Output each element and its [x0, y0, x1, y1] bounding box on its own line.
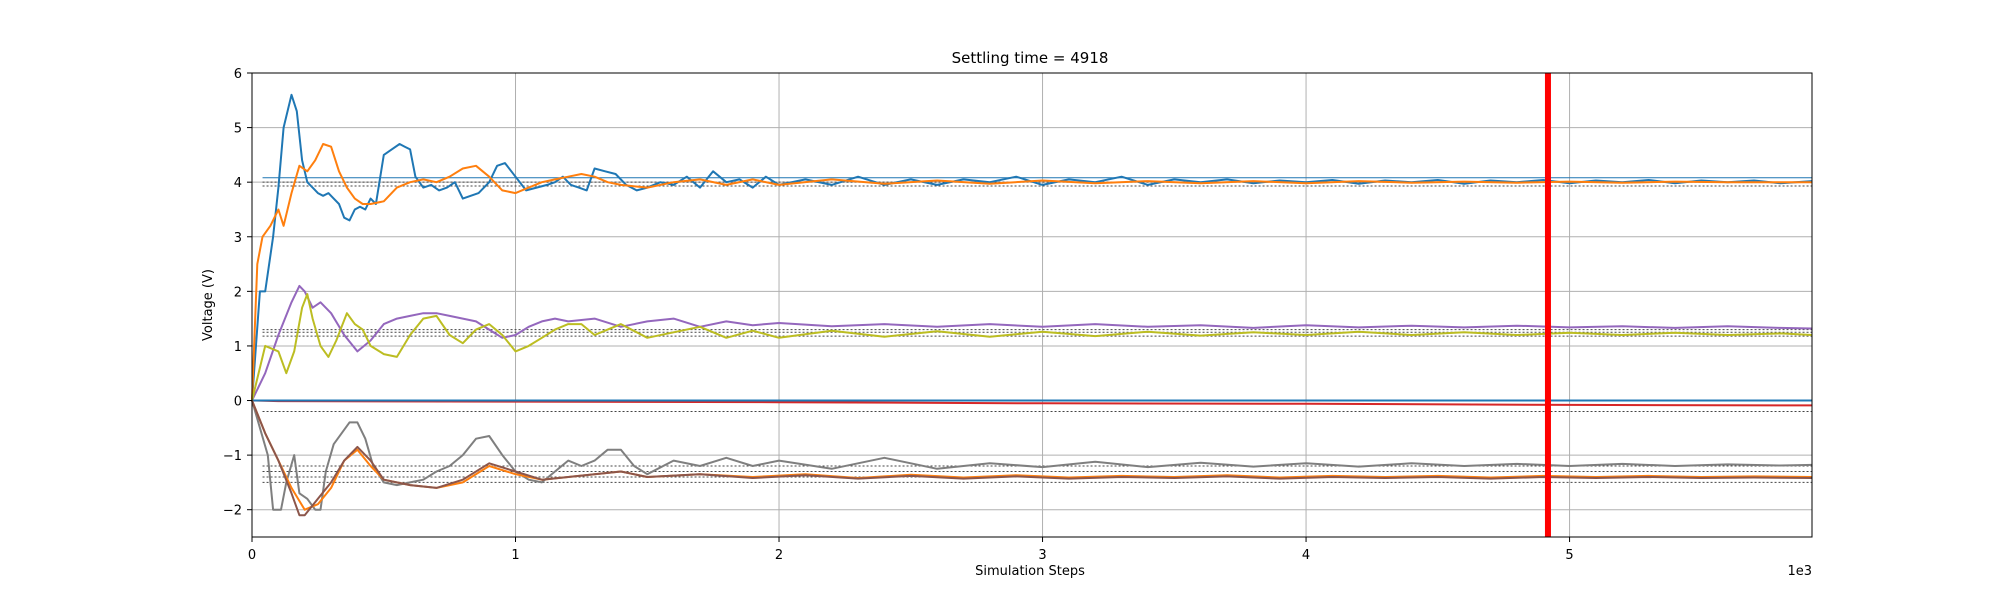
y-tick-label: 0 — [234, 395, 242, 410]
y-tick-label: 1 — [234, 340, 242, 355]
series-line — [251, 93, 1813, 401]
series-line — [251, 293, 1813, 401]
y-axis-label: Voltage (V) — [201, 269, 216, 341]
plot-frame — [251, 72, 1813, 538]
y-tick-label: 5 — [234, 122, 242, 137]
y-tick-label: 2 — [234, 285, 242, 300]
series-line — [251, 284, 1813, 401]
series-lines — [251, 93, 1813, 517]
reference-lines — [262, 177, 1812, 483]
series-line — [251, 400, 1813, 517]
x-axis-label: Simulation Steps — [975, 564, 1085, 579]
x-tick-label: 3 — [1038, 548, 1046, 563]
y-tick-label: 3 — [234, 231, 242, 246]
series-line — [251, 400, 1813, 511]
x-tick-label: 0 — [248, 548, 256, 563]
settling-time-marker — [1544, 73, 1551, 537]
y-tick-label: −1 — [223, 449, 242, 464]
y-tick-label: 6 — [234, 67, 242, 82]
x-axis-offset-label: 1e3 — [1787, 564, 1812, 579]
x-tick-label: 1 — [511, 548, 519, 563]
x-tick-label: 2 — [775, 548, 783, 563]
y-tick-label: −2 — [223, 504, 242, 519]
x-tick-label: 5 — [1565, 548, 1573, 563]
chart-title: Settling time = 4918 — [952, 49, 1109, 67]
y-tick-label: 4 — [234, 176, 242, 191]
series-line — [251, 143, 1812, 401]
axis-ticks: 0 1 2 3 4 5 −2 −1 0 1 2 3 4 5 6 — [223, 67, 1574, 563]
x-tick-label: 4 — [1302, 548, 1310, 563]
